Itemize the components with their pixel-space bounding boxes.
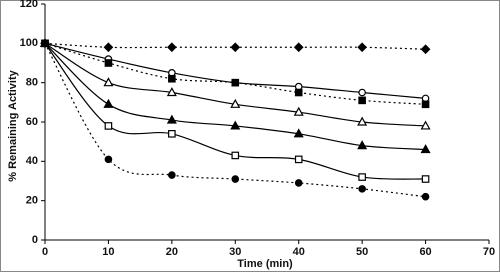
point — [420, 144, 431, 154]
point — [166, 87, 177, 97]
point — [421, 192, 430, 201]
point — [168, 171, 176, 179]
x-tick-label: 70 — [483, 246, 495, 258]
point — [357, 140, 368, 150]
point — [294, 155, 303, 164]
point — [294, 88, 303, 97]
point — [231, 151, 240, 160]
series-line — [44, 42, 426, 105]
point — [168, 74, 176, 83]
point — [103, 98, 114, 108]
x-tick-label: 40 — [293, 246, 305, 258]
series-line — [44, 42, 426, 151]
point — [166, 114, 177, 124]
point — [420, 44, 431, 55]
x-tick-label: 50 — [356, 246, 368, 258]
point — [358, 88, 366, 97]
point — [421, 175, 430, 183]
x-tick-label: 20 — [166, 246, 178, 258]
point — [231, 78, 240, 87]
point — [293, 128, 304, 138]
x-axis-label: Time (min) — [237, 258, 293, 270]
y-tick-label: 100 — [20, 37, 38, 49]
point — [358, 185, 366, 193]
y-axis-label: % Remaining Activity — [7, 69, 19, 181]
point — [420, 120, 431, 130]
point — [168, 130, 176, 138]
point — [358, 173, 366, 181]
point — [358, 96, 366, 105]
point — [293, 42, 304, 53]
point — [41, 39, 49, 48]
point — [230, 120, 241, 130]
point — [357, 42, 367, 53]
point — [230, 98, 241, 108]
y-tick-label: 0 — [32, 234, 38, 246]
point — [421, 100, 430, 109]
x-tick-label: 0 — [42, 246, 48, 258]
point — [294, 179, 303, 187]
point — [230, 42, 241, 53]
x-tick-label: 10 — [102, 246, 114, 258]
y-tick-label: 80 — [26, 77, 38, 89]
x-tick-label: 60 — [419, 246, 431, 258]
point — [293, 106, 304, 116]
point — [103, 77, 114, 87]
y-tick-label: 60 — [26, 116, 38, 128]
x-tick-label: 30 — [229, 246, 241, 258]
point — [104, 155, 113, 164]
y-tick-label: 40 — [26, 155, 38, 167]
point — [104, 59, 113, 67]
point — [357, 116, 368, 126]
y-tick-label: 20 — [26, 195, 38, 207]
y-tick-label: 120 — [20, 0, 38, 10]
point — [167, 42, 177, 53]
point — [103, 42, 114, 53]
point — [231, 175, 240, 183]
point — [104, 122, 113, 130]
